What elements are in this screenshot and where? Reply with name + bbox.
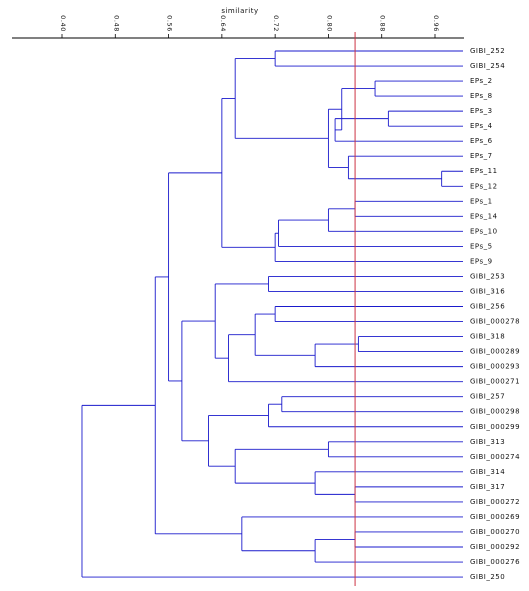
leaf-label: GIBI_000270 [470,528,520,536]
leaf-label: GIBI_000292 [470,543,520,551]
leaf-label: GIBI_256 [470,303,505,311]
dendrogram-merge [228,334,463,383]
dendrogram-branches [81,50,463,578]
leaf-label: GIBI_253 [470,272,505,280]
leaf-label: GIBI_317 [470,483,505,491]
leaf-label: GIBI_257 [470,393,505,401]
dendrogram-merge [354,200,463,217]
leaf-label: EPs_1 [470,197,493,205]
x-tick-label: 0.80 [325,15,333,32]
dendrogram-merge [314,343,463,368]
dendrogram-merge [334,118,463,142]
leaf-label: EPs_5 [470,242,493,250]
x-tick-label: 0.88 [379,15,387,32]
x-tick-label: 0.56 [166,15,174,32]
dendrogram-merge [274,50,463,67]
leaf-label: GIBI_000272 [470,498,520,506]
dendrogram-merge [168,172,222,382]
x-tick-label: 0.96 [432,15,440,32]
dendrogram-merge [221,97,276,248]
dendrogram-merge [181,320,216,442]
leaf-label: GIBI_313 [470,438,505,446]
dendrogram-merge [234,58,329,139]
leaf-label: GIBI_318 [470,333,505,341]
dendrogram-merge [314,539,463,563]
x-tick-label: 0.48 [112,15,120,32]
leaf-label: EPs_3 [470,107,493,115]
leaf-label: GIBI_314 [470,468,505,476]
dendrogram-merge [234,448,329,484]
dendrogram-merge [387,110,463,127]
leaf-label: EPs_8 [470,92,493,100]
leaf-label: GIBI_250 [470,573,505,581]
leaf-label: EPs_7 [470,152,493,160]
leaf-label: GIBI_254 [470,62,505,70]
dendrogram-merge [281,396,463,413]
leaf-label: GIBI_000276 [470,558,520,566]
leaf-label: EPs_4 [470,122,493,130]
dendrogram-merge [268,403,463,428]
leaf-label: GIBI_000298 [470,408,520,416]
dendrogram-merge [254,313,316,356]
dendrogram-merge [274,232,463,262]
dendrogram-merge [278,219,463,247]
dendrogram-merge [347,155,463,180]
leaf-label: GIBI_000299 [470,423,520,431]
leaf-label: GIBI_000274 [470,453,520,461]
dendrogram-merge [314,471,463,495]
dendrogram-merge [208,415,269,467]
leaf-label: GIBI_000271 [470,378,520,386]
leaf-label: EPs_10 [470,227,498,235]
dendrogram-merge [357,336,463,353]
leaf-label: GIBI_000278 [470,318,520,326]
dendrogram-merge [241,516,463,552]
leaf-label: EPs_11 [470,167,498,175]
dendrogram-merge [327,441,463,458]
leaf-label: EPs_14 [470,212,498,220]
leaf-label: EPs_6 [470,137,493,145]
x-tick-label: 0.40 [59,15,67,32]
leaf-label: GIBI_000293 [470,363,520,371]
leaf-labels: GIBI_252 GIBI_254 EPs_2 EPs_8 EPs_3 EPs_4 EPs_… [470,47,520,581]
leaf-label: GIBI_252 [470,47,505,55]
leaf-label: GIBI_316 [470,287,505,295]
dendrogram-merge [374,80,463,97]
leaf-label: EPs_12 [470,182,498,190]
leaf-label: GIBI_000289 [470,348,520,356]
dendrogram-merge [274,306,463,322]
leaf-label: EPs_9 [470,257,493,265]
dendrogram-merge [441,170,463,187]
x-tick-label: 0.72 [272,15,280,32]
dendrogram-merge [214,283,269,359]
dendrogram-merge [268,276,463,292]
axis-title: similarity [221,7,258,15]
leaf-label: EPs_2 [470,77,493,85]
dendrogram-merge [354,531,463,548]
dendrogram-merge [327,108,349,168]
dendrogram-merge [327,208,463,232]
dendrogram-merge [81,404,463,578]
leaf-label: GIBI_000269 [470,513,520,521]
x-axis: 0.40 0.48 0.56 0.64 0.72 0.80 0.88 0.96 [12,15,464,39]
dendrogram-merge [354,486,463,503]
x-tick-label: 0.64 [219,15,227,32]
